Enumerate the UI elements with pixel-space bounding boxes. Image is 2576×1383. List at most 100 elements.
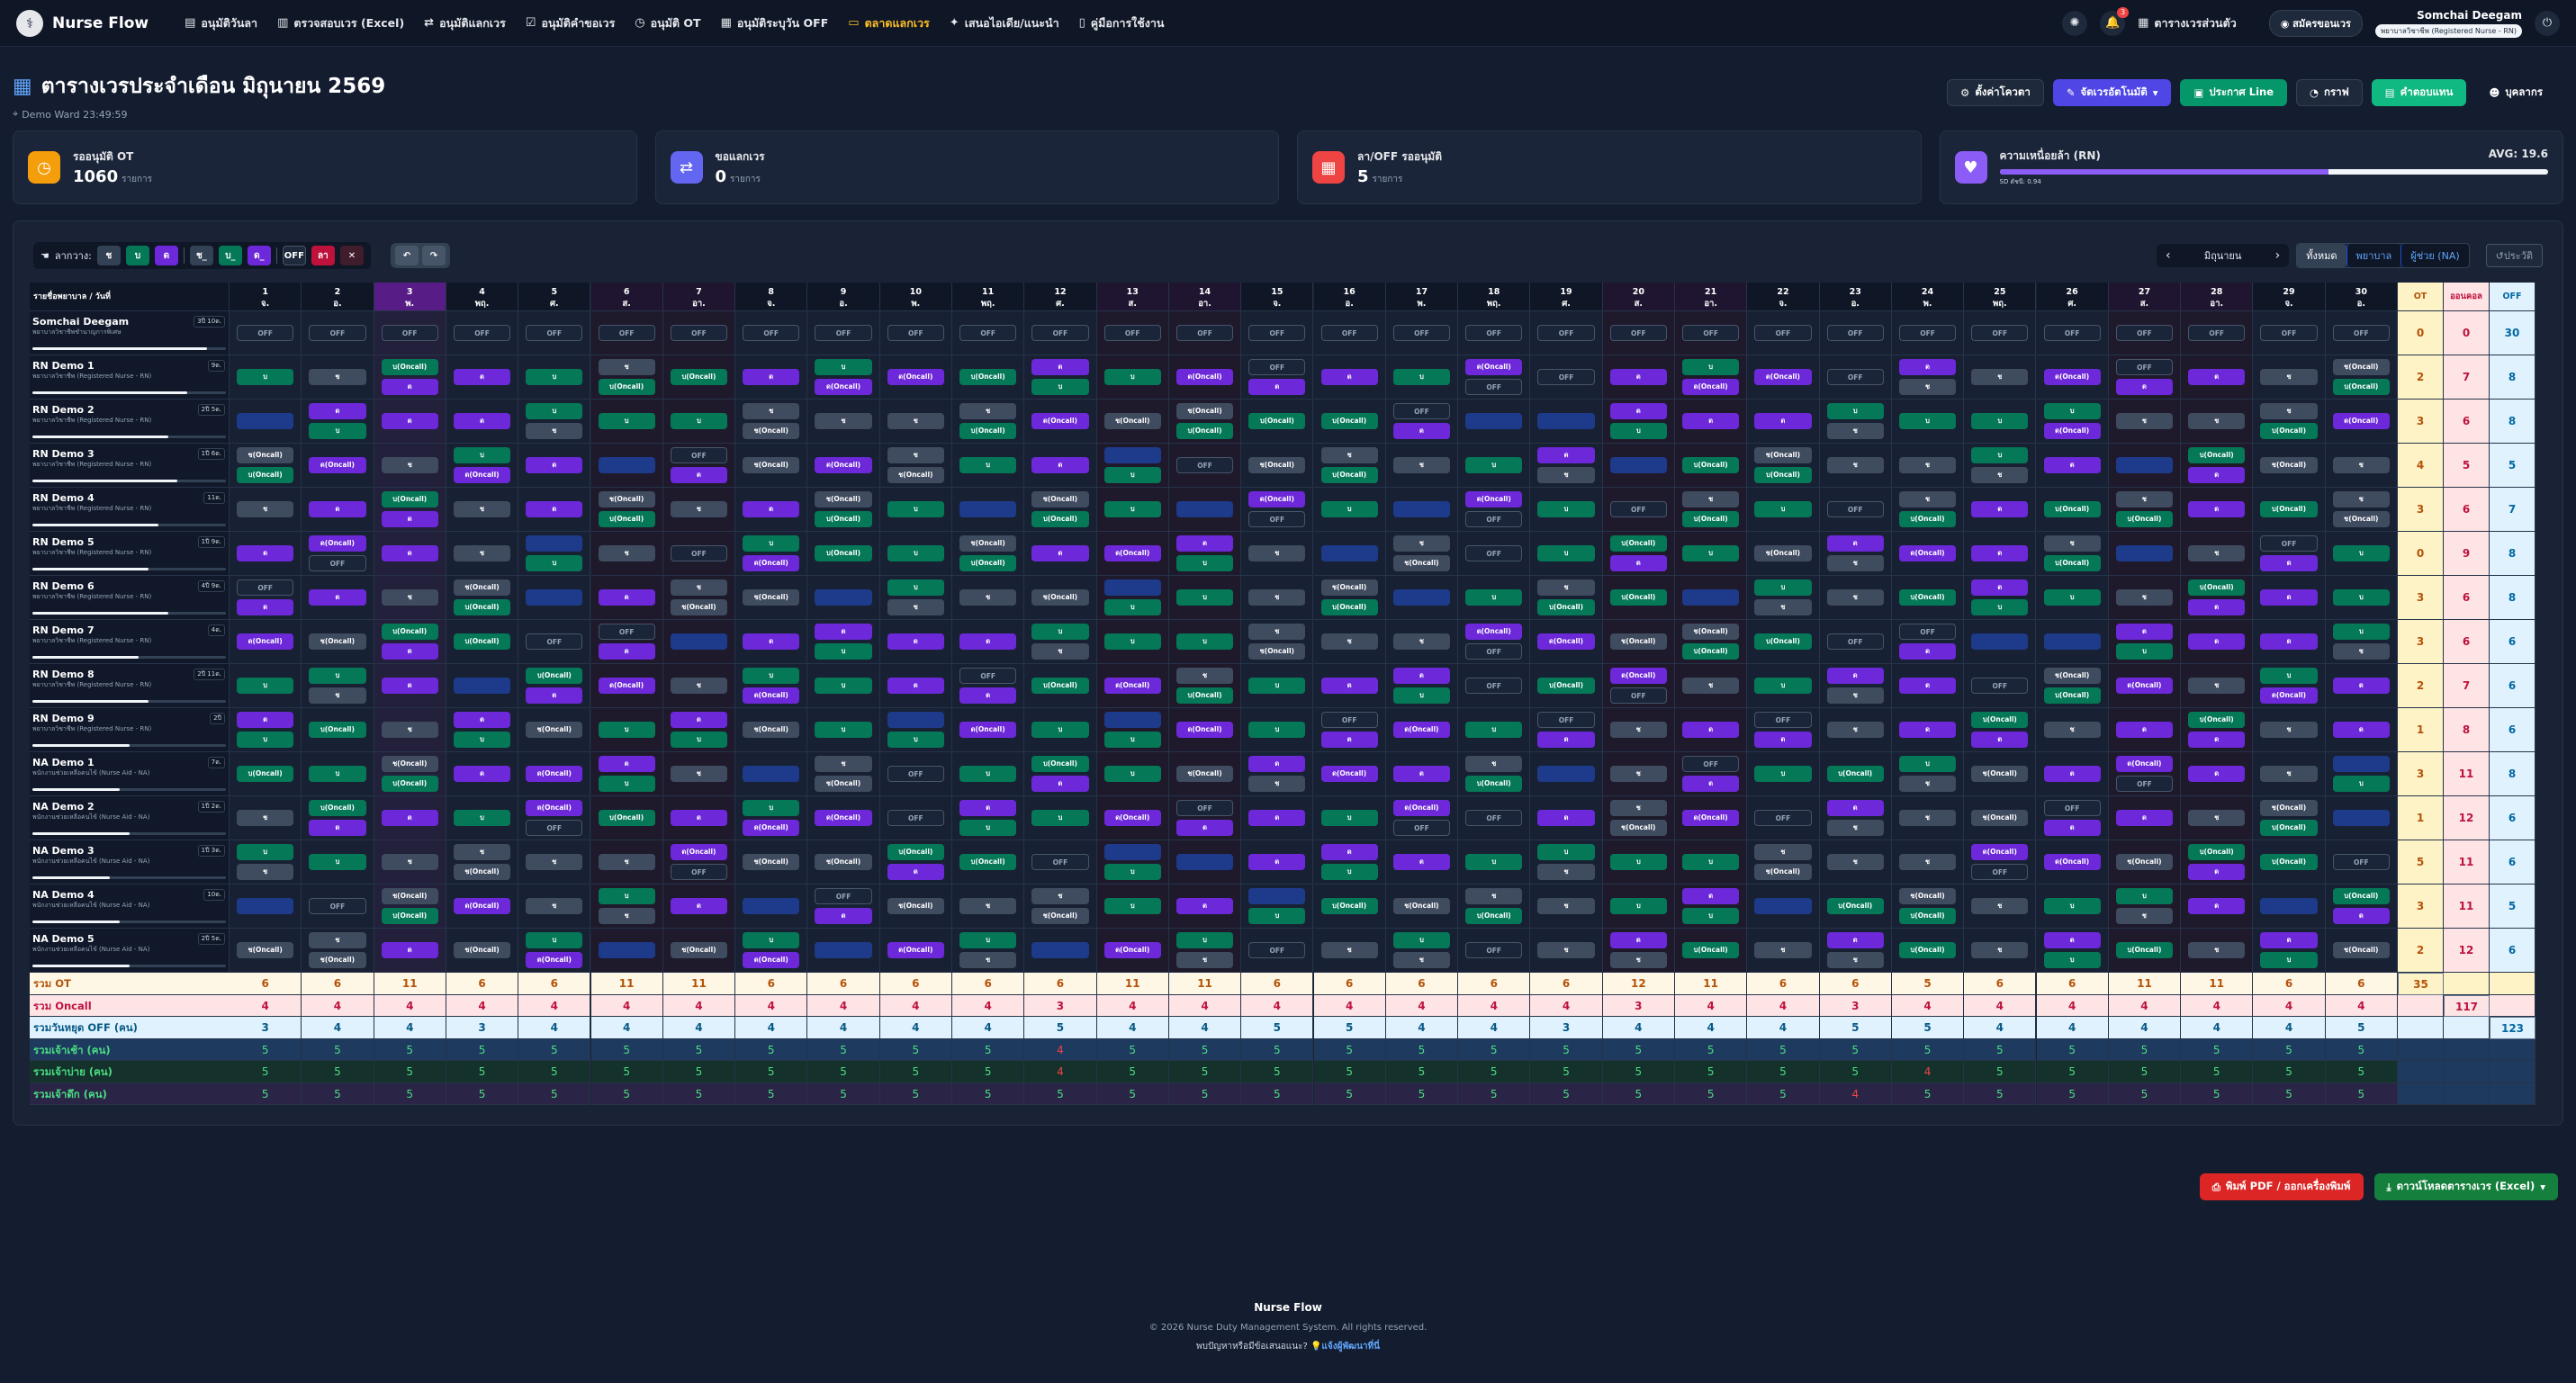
shift-badge[interactable]: ช	[1248, 776, 1306, 792]
shift-cell[interactable]: บ	[1747, 488, 1820, 532]
shift-badge[interactable]: ช	[1826, 722, 1884, 738]
shift-cell[interactable]: บ(Oncall) ด	[374, 488, 446, 532]
shift-badge[interactable]: ด	[526, 457, 583, 473]
shift-cell[interactable]: ช	[446, 532, 519, 576]
shift-badge[interactable]: OFF	[1103, 325, 1161, 341]
shift-cell[interactable]: ด	[374, 400, 446, 444]
shift-cell[interactable]: OFF	[1819, 311, 1892, 355]
shift-badge[interactable]: ด	[1392, 423, 1451, 439]
shift-badge[interactable]: OFF	[887, 810, 944, 826]
shift-badge[interactable]: OFF	[1754, 712, 1812, 728]
shift-cell[interactable]: บ	[518, 355, 591, 400]
shift-badge[interactable]: ช	[2043, 535, 2101, 552]
shift-badge[interactable]: บ(Oncall)	[1898, 942, 1957, 958]
shift-badge[interactable]: ช	[453, 501, 511, 517]
shift-cell[interactable]: ช(Oncall)	[2108, 840, 2182, 885]
shift-cell[interactable]: บด(Oncall)	[807, 355, 880, 400]
shift-cell[interactable]: OFF	[1241, 929, 1314, 973]
shift-badge[interactable]: บ	[1248, 678, 1306, 694]
shift-badge[interactable]: OFF	[1320, 325, 1378, 341]
shift-cell[interactable]: บ	[1313, 488, 1386, 532]
shift-badge[interactable]: ด	[1682, 776, 1740, 792]
shift-cell[interactable]: บ(Oncall)	[1675, 444, 1748, 488]
shift-badge[interactable]: ด(Oncall)	[1465, 359, 1523, 375]
shift-badge[interactable]: ด	[1898, 359, 1957, 375]
shift-cell[interactable]: OFF	[662, 532, 736, 576]
shift-badge[interactable]: บ(Oncall)	[381, 624, 438, 640]
shift-badge[interactable]: ช	[1754, 942, 1812, 958]
shift-badge[interactable]: ด(Oncall)	[2260, 687, 2318, 704]
shift-badge[interactable]: ช	[1609, 800, 1667, 816]
shift-badge[interactable]: ด	[381, 810, 438, 826]
shift-cell[interactable]: บด(Oncall)	[735, 532, 808, 576]
shift-badge[interactable]: บ	[2043, 589, 2101, 606]
shift-badge[interactable]: ด	[2188, 467, 2246, 483]
shift-badge[interactable]: บ(Oncall)	[453, 633, 511, 650]
shift-cell[interactable]: บ(Oncall) ด	[2181, 576, 2254, 620]
action-button-3[interactable]: ◔ กราฟ	[2296, 79, 2363, 106]
shift-badge[interactable]: ด	[1826, 535, 1884, 552]
shift-badge[interactable]: บ(Oncall)	[1320, 413, 1378, 429]
shift-badge[interactable]: ช	[2332, 457, 2390, 473]
staff-row-8[interactable]: RN Demo 8 พยาบาลวิชาชีพ (Registered Nurse…	[30, 664, 230, 708]
shift-badge[interactable]: ช(Oncall)	[743, 854, 800, 870]
shift-cell[interactable]: ด	[446, 400, 519, 444]
shift-badge[interactable]: บ	[959, 766, 1017, 782]
shift-badge[interactable]: ช	[743, 403, 800, 419]
shift-cell[interactable]: ด	[302, 576, 374, 620]
shift-cell[interactable]: ชบ(Oncall)	[1168, 664, 1242, 708]
shift-badge[interactable]: บ(Oncall)	[2260, 854, 2318, 870]
shift-badge[interactable]: ช	[309, 932, 366, 948]
shift-badge[interactable]: ช(Oncall)	[1682, 624, 1740, 640]
shift-badge[interactable]: ช	[2260, 369, 2318, 385]
shift-badge[interactable]: ด(Oncall)	[453, 898, 511, 914]
shift-badge[interactable]: ช(Oncall)	[1754, 864, 1812, 880]
shift-badge[interactable]: ด	[2260, 932, 2318, 948]
shift-badge[interactable]: ช	[2260, 766, 2318, 782]
shift-cell[interactable]: ช(Oncall) บ(Oncall)	[1168, 400, 1242, 444]
day-header-13[interactable]: 13 ส.	[1096, 283, 1169, 311]
shift-badge[interactable]: ด(Oncall)	[1103, 942, 1161, 958]
shift-cell[interactable]: ช(Oncall)	[1964, 796, 2037, 840]
shift-badge[interactable]: OFF	[1537, 712, 1595, 728]
shift-cell[interactable]: ด	[2036, 444, 2109, 488]
shift-badge[interactable]	[237, 898, 294, 914]
shift-badge[interactable]: ช	[2043, 722, 2101, 738]
shift-badge[interactable]: ด	[526, 501, 583, 517]
shift-cell[interactable]: ด(Oncall) OFF	[1458, 620, 1531, 664]
shift-badge[interactable]: ด	[2188, 732, 2246, 748]
shift-badge[interactable]: บ	[2332, 545, 2390, 561]
shift-badge[interactable]: บ	[453, 810, 511, 826]
shift-badge[interactable]: ด	[1320, 732, 1378, 748]
shift-badge[interactable]: ด	[1537, 447, 1595, 463]
shift-cell[interactable]: บช	[1964, 444, 2037, 488]
shift-badge[interactable]: OFF	[1609, 687, 1667, 704]
shift-badge[interactable]: บ(Oncall)	[2043, 687, 2101, 704]
shift-badge[interactable]: บ	[309, 854, 366, 870]
shift-cell[interactable]: บ(Oncall)	[1819, 885, 1892, 929]
shift-cell[interactable]: ช(Oncall) บ(Oncall)	[590, 488, 663, 532]
shift-cell[interactable]: OFF	[2325, 840, 2398, 885]
shift-cell[interactable]: ด(Oncall) OFF	[1385, 796, 1459, 840]
shift-cell[interactable]: OFF	[1602, 488, 1675, 532]
shift-badge[interactable]: OFF	[670, 545, 728, 561]
shift-badge[interactable]: ช	[815, 413, 872, 429]
shift-badge[interactable]: OFF	[670, 447, 728, 463]
shift-cell[interactable]: ช	[1241, 576, 1314, 620]
shift-badge[interactable]: ช(Oncall)	[1971, 810, 2029, 826]
day-header-25[interactable]: 25 พฤ.	[1964, 283, 2037, 311]
shift-badge[interactable]: ช(Oncall)	[2332, 942, 2390, 958]
shift-cell[interactable]: OFF	[1819, 620, 1892, 664]
shift-cell[interactable]: บ(Oncall)	[2253, 840, 2326, 885]
shift-badge[interactable]: ด	[237, 712, 294, 728]
shift-cell[interactable]: ช(Oncall)	[1385, 885, 1459, 929]
shift-badge[interactable]: ด	[598, 756, 655, 772]
shift-cell[interactable]	[1385, 488, 1459, 532]
day-header-3[interactable]: 3 พ.	[374, 283, 446, 311]
shift-cell[interactable]: ด(Oncall)	[2036, 355, 2109, 400]
shift-badge[interactable]: ช	[598, 854, 655, 870]
shift-badge[interactable]: ด(Oncall)	[598, 678, 655, 694]
shift-badge[interactable]: บ	[2260, 952, 2318, 968]
shift-cell[interactable]: ช(Oncall) บ(Oncall)	[1313, 576, 1386, 620]
shift-cell[interactable]: OFF ด	[807, 885, 880, 929]
